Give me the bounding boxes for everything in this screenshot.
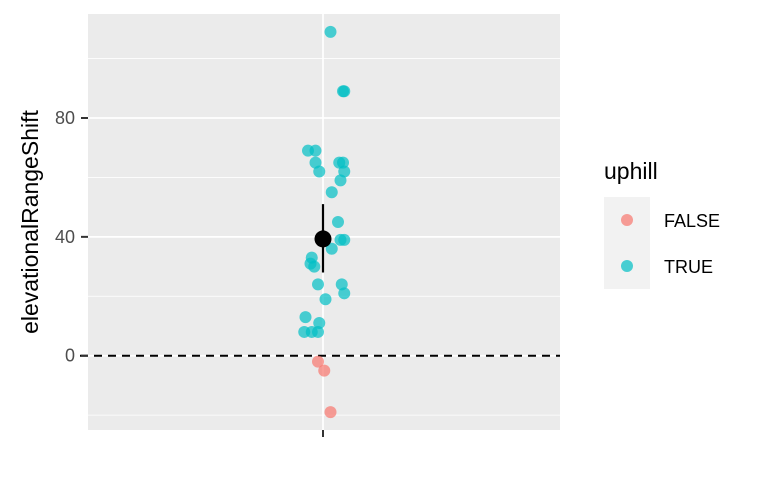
data-point-true (305, 251, 318, 264)
y-axis: 0 40 80 (55, 108, 88, 366)
data-point-true (313, 165, 326, 178)
data-point-true (312, 325, 324, 338)
y-tick-label: 40 (55, 227, 75, 247)
data-point-true (338, 233, 351, 246)
legend-keys: FALSE TRUE (604, 197, 720, 289)
data-point-true (299, 311, 312, 324)
data-point-true (325, 186, 338, 199)
data-point-true (332, 216, 344, 228)
legend-key-true (621, 260, 633, 272)
data-point-true (312, 278, 324, 291)
data-point-true (334, 174, 347, 187)
plot-panel (80, 14, 560, 430)
mean-point (314, 230, 332, 248)
data-point-true (313, 317, 326, 330)
y-tick-label: 80 (55, 108, 75, 128)
data-point-false (324, 406, 337, 419)
data-point-true (325, 242, 338, 255)
data-point-true (337, 156, 349, 169)
y-axis-title: elevationalRangeShift (17, 110, 43, 334)
data-point-false (318, 364, 331, 377)
summary-group (314, 204, 332, 273)
legend-label: TRUE (664, 257, 713, 277)
legend-label: FALSE (664, 211, 720, 231)
data-point-true (309, 144, 322, 157)
y-tick-label: 0 (65, 346, 75, 366)
data-point-true (338, 287, 351, 300)
data-point-true (324, 25, 337, 38)
legend-title: uphill (604, 158, 658, 184)
data-point-true (319, 293, 332, 306)
data-points (298, 25, 351, 419)
data-point-false (312, 355, 324, 368)
legend: uphill FALSE TRUE (604, 158, 720, 289)
legend-key-false (621, 214, 633, 226)
data-point-true (338, 85, 351, 98)
